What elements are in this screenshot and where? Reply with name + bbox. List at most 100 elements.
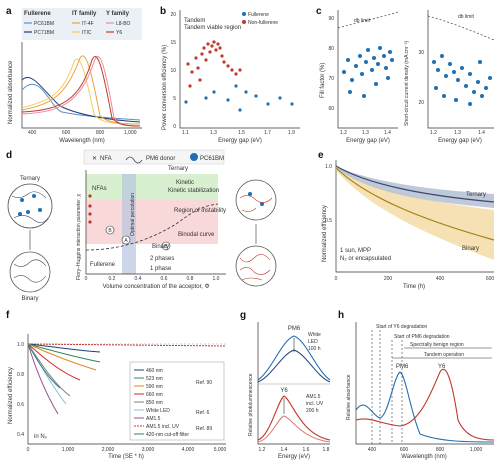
ytick-f-1: 0.6	[17, 402, 24, 408]
label-g-cond1: White	[308, 332, 321, 338]
panel-label-a: a	[6, 6, 12, 17]
panel-label-g: g	[240, 310, 246, 321]
label-e-binary: Binary	[462, 246, 479, 252]
xlabel-e: Time (h)	[403, 284, 425, 290]
curve-h-pm6	[355, 371, 495, 443]
label-nfas: NFAs	[92, 186, 107, 192]
curve-h-y6	[355, 368, 495, 441]
panel-label-f: f	[6, 310, 10, 321]
legend-nonfullerene: Non-fullerene	[248, 20, 278, 26]
legend-d-nfa: NFA	[100, 156, 112, 162]
ytick-cl-1: 70	[328, 76, 334, 82]
legend-head-fullerene: Fullerene	[24, 11, 51, 17]
legend-f-5: White LED	[146, 408, 170, 414]
morph-ternary-left	[7, 183, 53, 229]
label-optimal: Optimal percolation	[130, 193, 136, 236]
curve-f-850	[27, 343, 71, 397]
xtick-a-0: 400	[28, 130, 37, 136]
curve-itic	[21, 58, 141, 125]
label-g-cond2c: 200 h	[306, 408, 319, 414]
panel-label-c: c	[316, 6, 322, 17]
ytick-f-0: 0.4	[17, 432, 24, 438]
label-g-y6: Y6	[280, 388, 288, 394]
ytick-e-0: 0.5	[325, 218, 332, 224]
marker-d-a: A	[124, 238, 128, 244]
curve-y6	[21, 56, 141, 127]
legend-box-a	[22, 8, 142, 40]
marker-d-b1: B	[108, 228, 112, 234]
label-e-ternary: Ternary	[466, 192, 486, 198]
legend-item-itic: ITIC	[82, 30, 92, 36]
legend-f-2: 590 nm	[146, 384, 163, 390]
ytick-f-2: 0.8	[17, 372, 24, 378]
legend-item-pc71bm: PC71BM	[34, 30, 54, 36]
xtick-f-5: 5,000	[214, 447, 227, 453]
panel-label-d: d	[6, 150, 12, 161]
annot-h-tandem: Tandem operation	[424, 352, 464, 358]
xtick-d-0: 0	[85, 276, 88, 282]
ytick-b-1: 5	[173, 96, 176, 102]
xlabel-cl: Energy gap (eV)	[346, 138, 390, 144]
region-optimal	[122, 174, 136, 274]
ref-f-0: Ref. 90	[196, 380, 212, 386]
annot-h-pm6deg: Start of PM6 degradation	[394, 334, 450, 340]
panel-b: b Tandem Tandem viable region Fullerene …	[160, 6, 300, 144]
ytick-cl-0: 60	[328, 106, 334, 112]
xtick-a-1: 600	[62, 130, 71, 136]
panel-d: d ✕ NFA PM6 donor PC61BM Ternary Binary …	[6, 149, 277, 302]
legend-head-y: Y family	[106, 11, 130, 17]
ytick-cl-3: 90	[328, 16, 334, 22]
label-d-binary-left: Binary	[21, 296, 38, 302]
legend-f-4: 850 nm	[146, 400, 163, 406]
xtick-h-2: 800	[436, 447, 445, 453]
db-limit-left: db limit	[354, 18, 370, 24]
xlabel-d: Volume concentration of the acceptor, Φ	[103, 284, 210, 290]
xtick-cr-2: 1.4	[478, 130, 485, 136]
pm6-after	[257, 349, 331, 383]
ytick-b-4: 20	[170, 12, 176, 18]
ylabel-g: Relative photoluminescence	[248, 373, 254, 436]
panel-f: f 460 nm 523 nm 590 nm 660 nm 850 nm Whi…	[6, 310, 226, 460]
legend-d-pm6: PM6 donor	[146, 156, 175, 162]
ytick-e-1: 1.0	[325, 164, 332, 170]
line-ternary	[335, 165, 495, 203]
curve-f-460	[27, 343, 101, 353]
panel-h: h Start of Y6 degradation Start of PM6 d…	[338, 310, 495, 460]
curve-f-am15uv	[27, 343, 227, 347]
xtick-cl-0: 1.2	[340, 130, 347, 136]
ylabel-cl: Fill factor (%)	[320, 63, 326, 98]
legend-f	[129, 361, 225, 441]
curve-f-590	[27, 343, 97, 371]
label-kinetic: Kinetic stabilization	[168, 188, 219, 194]
xlabel-b: Energy gap (eV)	[218, 138, 262, 144]
xtick-d-5: 1.0	[213, 276, 220, 282]
xtick-h-3: 1,000	[470, 447, 483, 453]
xtick-f-4: 4,000	[182, 447, 195, 453]
y6-after	[257, 415, 331, 443]
marker-d-b2: B	[164, 244, 168, 250]
xtick-a-3: 1,000	[124, 130, 137, 136]
label-kinetic-1: Kinetic	[176, 180, 194, 186]
ytick-f-3: 1.0	[17, 342, 24, 348]
xtick-g-2: 1.6	[303, 447, 310, 453]
xtick-g-0: 1.2	[259, 447, 266, 453]
legend-item-l8bo: L8-BO	[116, 21, 131, 27]
xlabel-g: Energy (eV)	[278, 454, 310, 460]
xlabel-a: Wavelength (nm)	[59, 138, 104, 144]
legend-item-pc61bm: PC61BM	[34, 21, 54, 27]
note-e-1: 1 sun, MPP	[340, 248, 371, 254]
ylabel-b: Power conversion efficiency (%)	[162, 45, 168, 130]
ylabel-h: Relative absorbance	[346, 374, 352, 420]
morph-binary-left	[9, 251, 51, 293]
band-binary	[336, 166, 494, 260]
ytick-b-2: 10	[170, 68, 176, 74]
xtick-f-1: 1,000	[62, 447, 75, 453]
panel-c: c db limit 60 70 80 90 1.2 1.3 1.4 Energ…	[316, 6, 495, 144]
xtick-g-1: 1.4	[281, 447, 288, 453]
pm6-before	[257, 335, 331, 381]
xtick-e-2: 400	[436, 276, 445, 282]
xlabel-cr: Energy gap (eV)	[438, 138, 482, 144]
ylabel-e: Normalized efficiency	[322, 205, 328, 262]
xtick-g-3: 1.8	[323, 447, 330, 453]
